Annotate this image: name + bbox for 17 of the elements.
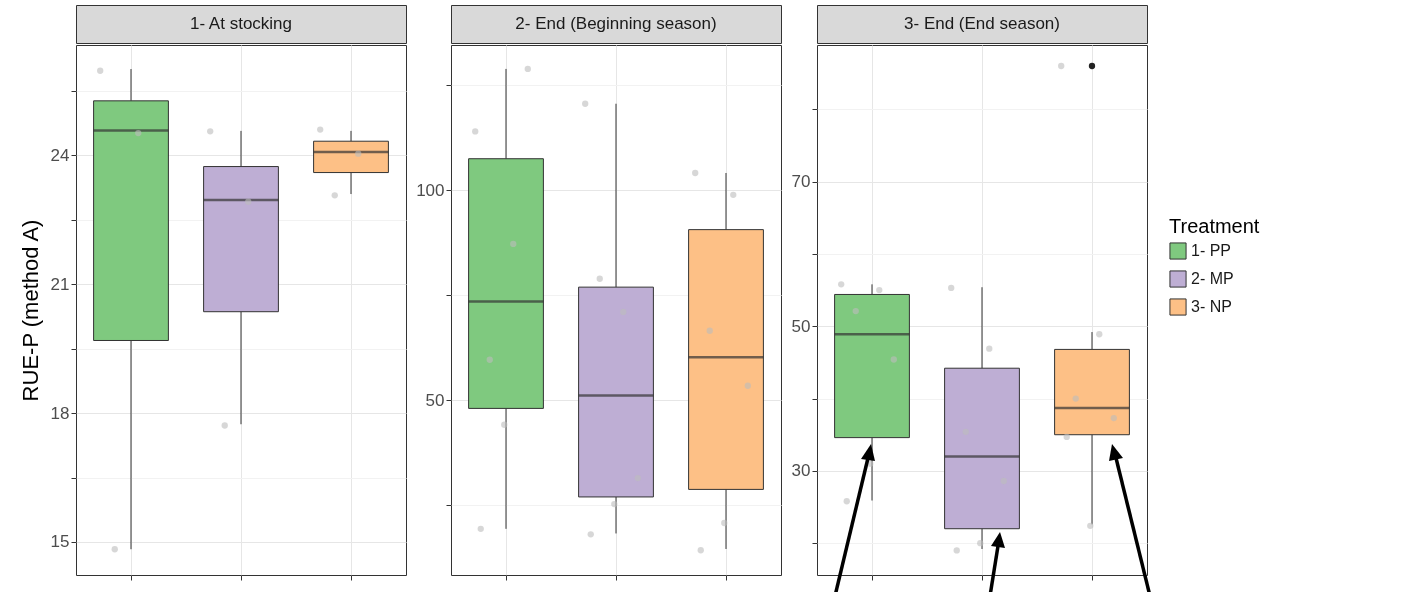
y-tick-label: 24 — [50, 145, 70, 165]
y-tick-label: 100 — [416, 180, 445, 200]
legend-label: 1- PP — [1191, 242, 1232, 259]
y-tick-label: 15 — [50, 532, 70, 552]
chart-title: 3- End (End season) — [904, 14, 1060, 33]
y-tick-label: 70 — [791, 172, 811, 192]
y-tick-label: 50 — [425, 390, 445, 410]
chart-title: 2- End (Beginning season) — [515, 14, 717, 33]
chart-title: 1- At stocking — [189, 14, 293, 33]
y-tick-label: 18 — [50, 403, 70, 423]
legend-title: Treatment — [1169, 215, 1260, 237]
y-tick-label: 21 — [50, 274, 70, 294]
y-tick-label: 50 — [791, 316, 811, 336]
y-tick-label: 30 — [791, 461, 811, 481]
legend-label: 3- NP — [1191, 298, 1232, 315]
y-axis-title: RUE-P (method A) — [17, 219, 43, 402]
legend-label: 2- MP — [1191, 270, 1234, 287]
